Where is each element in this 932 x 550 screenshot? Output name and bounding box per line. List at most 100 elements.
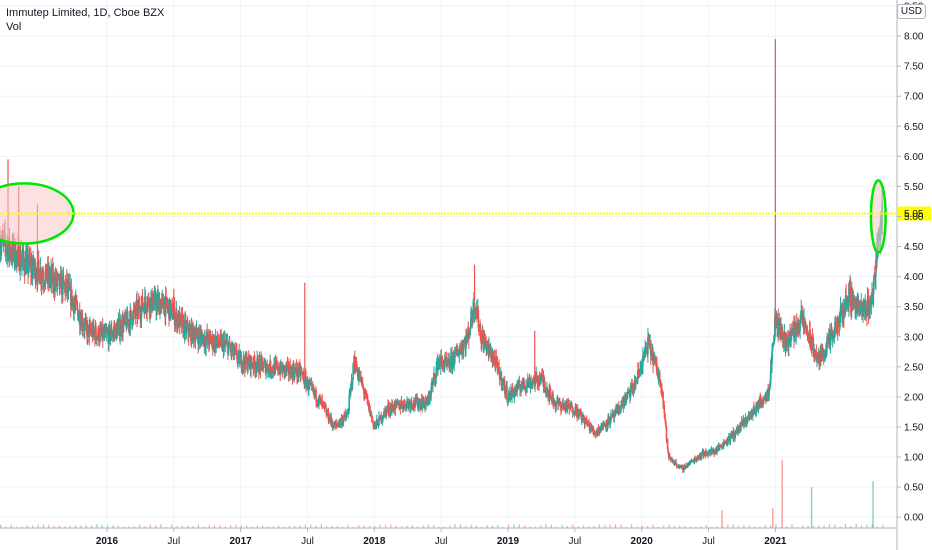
candle-body xyxy=(365,393,368,398)
candle-body xyxy=(198,331,201,336)
candle-body xyxy=(453,351,456,363)
candle-body xyxy=(277,363,279,372)
candle-body xyxy=(133,306,136,313)
price-tick-label: 7.50 xyxy=(904,62,924,73)
volume-bar xyxy=(810,487,813,528)
volume-bar xyxy=(860,525,863,528)
price-tick-label: 5.50 xyxy=(904,182,924,193)
candle-body xyxy=(517,382,520,389)
time-axis[interactable]: 2016 Jul 2017 Jul 2018 Jul 2019 Jul 2020 Jul 2021 xyxy=(0,527,897,547)
time-tick-label: Jul xyxy=(301,536,314,547)
candle-body xyxy=(254,362,256,371)
candle-body xyxy=(34,263,37,282)
candle-body xyxy=(89,324,92,331)
candle-body xyxy=(103,330,106,336)
candle-body xyxy=(768,384,771,388)
candle-body xyxy=(825,348,828,350)
candle-body xyxy=(716,448,718,452)
candle-body xyxy=(522,377,525,383)
candle-body xyxy=(98,339,101,342)
candle-body xyxy=(619,410,622,413)
volume-bar xyxy=(0,524,2,528)
candle-body xyxy=(204,337,206,345)
candle-body xyxy=(750,410,753,420)
candle-body xyxy=(205,338,207,347)
candle-body xyxy=(485,341,488,351)
volume-bar xyxy=(486,525,488,528)
candle-body xyxy=(447,360,449,364)
symbol-title[interactable]: Immutep Limited, 1D, Cboe BZX xyxy=(6,7,165,19)
candle-body xyxy=(710,450,712,454)
candle-body xyxy=(40,270,42,283)
candle-body xyxy=(871,291,873,305)
volume-bar xyxy=(566,526,569,528)
candle-body xyxy=(49,278,51,282)
candle-body xyxy=(352,363,354,380)
volume-indicator-label[interactable]: Vol xyxy=(6,21,22,33)
candle-body xyxy=(310,383,313,385)
candle-body xyxy=(391,404,394,409)
price-axis[interactable]: 0.00 0.50 1.00 1.50 2.00 2.50 3.00 3.50 4.00 4.50… xyxy=(896,0,924,550)
candle-body xyxy=(196,334,199,339)
volume-bar xyxy=(358,525,360,528)
candle-body xyxy=(290,367,293,379)
currency-badge[interactable]: USD xyxy=(896,4,926,19)
candle-body xyxy=(130,310,133,318)
candle-body xyxy=(21,257,24,261)
candle-body xyxy=(323,403,325,405)
candle-body xyxy=(139,312,142,318)
candle-body xyxy=(41,275,44,277)
candle-body xyxy=(653,357,655,360)
volume-bar xyxy=(16,526,18,528)
candle-body xyxy=(191,324,194,342)
volume-bar xyxy=(850,526,852,528)
volume-bar xyxy=(465,525,467,528)
candle-body xyxy=(85,319,88,326)
candle-body xyxy=(607,417,609,426)
candle-body xyxy=(382,417,384,419)
candle-body xyxy=(552,393,554,404)
volume-bar xyxy=(540,525,542,528)
volume-bar xyxy=(219,525,221,528)
volume-bar xyxy=(700,526,702,528)
candle-body xyxy=(867,298,869,300)
candle-body xyxy=(63,280,65,285)
volume-bar xyxy=(181,525,184,528)
candle-body xyxy=(318,396,321,399)
candle-body xyxy=(811,335,813,351)
candle-body xyxy=(349,390,352,394)
candle-body xyxy=(785,341,787,348)
candle-body xyxy=(377,425,380,427)
candle-body xyxy=(639,369,641,371)
candle-body xyxy=(606,420,608,427)
time-tick-label: 2019 xyxy=(497,536,520,547)
candle-body xyxy=(759,397,762,401)
volume-bar xyxy=(267,526,269,528)
candle-body xyxy=(354,357,356,368)
candle-body xyxy=(690,460,692,462)
candle-body xyxy=(316,403,319,405)
time-tick-label: 2018 xyxy=(363,536,386,547)
candle-body xyxy=(833,337,836,339)
candle-body xyxy=(832,335,835,339)
candle-body xyxy=(506,387,508,401)
candle-body xyxy=(832,332,835,336)
candle-body xyxy=(669,455,671,458)
candle-body xyxy=(543,381,546,387)
candle-body xyxy=(593,429,595,434)
candle-body xyxy=(615,409,617,411)
candle-body xyxy=(769,378,772,385)
candle-body xyxy=(256,357,258,366)
candle-body xyxy=(207,333,210,342)
candle-body xyxy=(165,296,167,298)
price-tick-label: 3.00 xyxy=(904,332,924,343)
candle-body xyxy=(486,343,489,348)
candle-body xyxy=(753,410,756,412)
candle-body xyxy=(582,414,585,419)
candle-body xyxy=(479,329,482,341)
candle-body xyxy=(217,342,220,345)
volume-bar xyxy=(165,526,167,528)
candle-body xyxy=(286,366,288,371)
candle-body xyxy=(554,400,557,407)
